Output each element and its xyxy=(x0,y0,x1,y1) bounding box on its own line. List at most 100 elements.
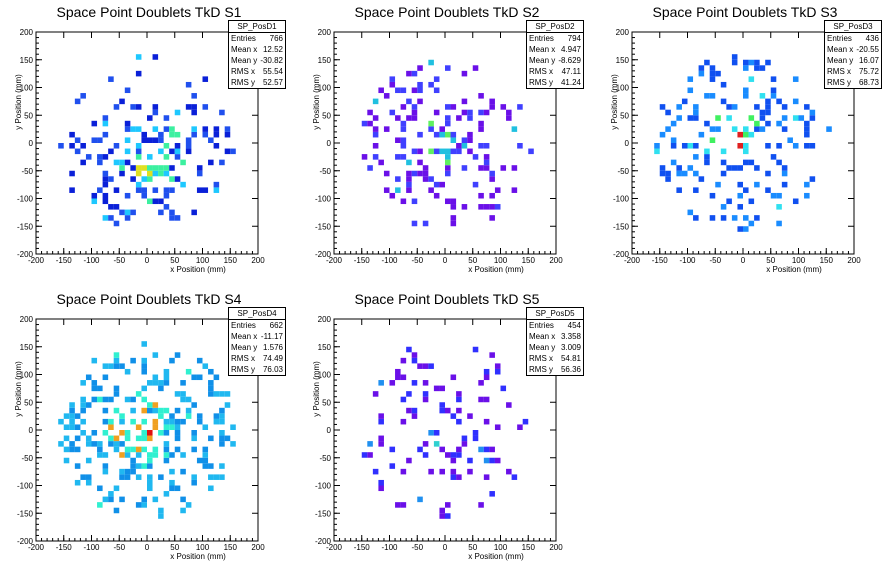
histogram-bin xyxy=(174,391,181,397)
histogram-bin xyxy=(174,148,181,155)
x-tick-label: -100 xyxy=(381,256,398,265)
histogram-bin xyxy=(704,159,710,166)
histogram-bin xyxy=(85,457,92,464)
stats-box: SP_PosD3 Entries 436 Mean x -20.55 Mean y 16.0… xyxy=(824,20,882,89)
y-axis-label: y Position (mm) xyxy=(312,74,321,130)
histogram-bin xyxy=(500,385,507,392)
histogram-bin xyxy=(748,220,755,227)
histogram-bin xyxy=(737,143,743,149)
histogram-bin xyxy=(781,181,788,188)
histogram-bin xyxy=(776,159,782,166)
histogram-bin xyxy=(417,496,423,503)
histogram-bin xyxy=(422,170,429,177)
histogram-bin xyxy=(141,385,147,392)
histogram-bin xyxy=(422,220,429,227)
histogram-bin xyxy=(169,131,175,138)
histogram-bin xyxy=(230,148,236,155)
histogram-bin xyxy=(472,181,479,188)
histogram-bin xyxy=(108,496,114,503)
histogram-bin xyxy=(389,109,396,116)
histogram-bin xyxy=(792,98,799,105)
histogram-bin xyxy=(715,181,721,188)
histogram-plot: -200 -150 -100 -50 0 50 100 150 200 -200 -150 -100 -… xyxy=(312,315,563,561)
x-axis-label: x Position (mm) xyxy=(766,265,822,274)
x-tick-label: 200 xyxy=(549,256,563,265)
histogram-bin xyxy=(665,126,671,132)
x-tick-label: 100 xyxy=(196,256,210,265)
histogram-bin xyxy=(400,374,407,381)
histogram-bin xyxy=(224,435,231,442)
histogram-bin xyxy=(102,115,109,121)
histogram-bin xyxy=(461,137,468,143)
x-tick-label: 150 xyxy=(522,543,536,552)
histogram-bin xyxy=(135,70,142,77)
histogram-bin xyxy=(748,115,755,121)
histogram-bin xyxy=(681,143,688,149)
histogram-bin xyxy=(196,357,203,364)
histogram-bin xyxy=(731,104,738,110)
stats-row: Entries 662 xyxy=(229,320,285,331)
histogram-bin xyxy=(141,363,147,369)
y-tick-label: -100 xyxy=(315,482,332,491)
histogram-bin xyxy=(147,115,153,121)
y-tick-label: 100 xyxy=(616,84,630,93)
y-tick-label: 50 xyxy=(24,398,33,407)
histogram-bin xyxy=(141,357,147,364)
y-tick-label: 50 xyxy=(322,111,331,120)
y-tick-label: -150 xyxy=(17,222,34,231)
histogram-bin xyxy=(130,357,136,364)
histogram-bin xyxy=(202,452,209,458)
stats-row: RMS x 47.11 xyxy=(527,66,583,77)
histogram-bin xyxy=(704,154,710,160)
stats-value: -8.629 xyxy=(558,56,581,65)
histogram-bin xyxy=(185,143,192,149)
histogram-bin xyxy=(400,154,407,160)
histogram-bin xyxy=(163,115,170,121)
x-tick-label: -150 xyxy=(354,256,371,265)
stats-row: RMS x 75.72 xyxy=(825,66,881,77)
histogram-bin xyxy=(489,352,495,358)
histogram-bin xyxy=(417,148,423,155)
histogram-bin xyxy=(74,424,81,430)
histogram-bin xyxy=(422,452,429,458)
histogram-bin xyxy=(102,496,109,503)
histogram-bin xyxy=(97,485,103,492)
stats-row: Mean y 1.576 xyxy=(229,342,285,353)
histogram-bin xyxy=(141,165,147,171)
histogram-bin xyxy=(748,59,755,66)
histogram-bin xyxy=(781,165,788,171)
histogram-bin xyxy=(152,54,159,60)
histogram-bin xyxy=(781,115,788,121)
histogram-bin xyxy=(483,368,490,375)
histogram-bin xyxy=(489,176,495,182)
histogram-bin xyxy=(69,187,75,193)
histogram-bin xyxy=(174,485,181,492)
histogram-bin xyxy=(163,154,170,160)
histogram-bin xyxy=(737,131,743,138)
y-tick-label: 100 xyxy=(20,84,34,93)
histogram-bin xyxy=(809,115,816,121)
histogram-bin xyxy=(483,154,490,160)
stats-key: RMS x xyxy=(231,354,255,363)
histogram-bin xyxy=(467,137,473,143)
histogram-bin xyxy=(787,137,793,143)
histogram-bin xyxy=(141,368,147,375)
histogram-bin xyxy=(383,170,390,177)
histogram-bin xyxy=(163,204,170,210)
histogram-bin xyxy=(85,474,92,480)
histogram-bin xyxy=(174,131,181,138)
histogram-bin xyxy=(654,143,660,149)
histogram-bin xyxy=(180,391,186,397)
histogram-bin xyxy=(422,363,429,369)
histogram-bin xyxy=(58,418,64,425)
y-tick-label: -50 xyxy=(21,454,33,463)
histogram-bin xyxy=(428,430,434,436)
histogram-bin xyxy=(191,131,197,138)
x-tick-label: -100 xyxy=(381,543,398,552)
y-tick-label: -200 xyxy=(17,250,34,259)
histogram-bin xyxy=(113,363,120,369)
histogram-bin xyxy=(152,418,159,425)
histogram-bin xyxy=(687,76,694,82)
stats-value: 3.009 xyxy=(560,343,581,352)
histogram-bin xyxy=(102,407,109,414)
